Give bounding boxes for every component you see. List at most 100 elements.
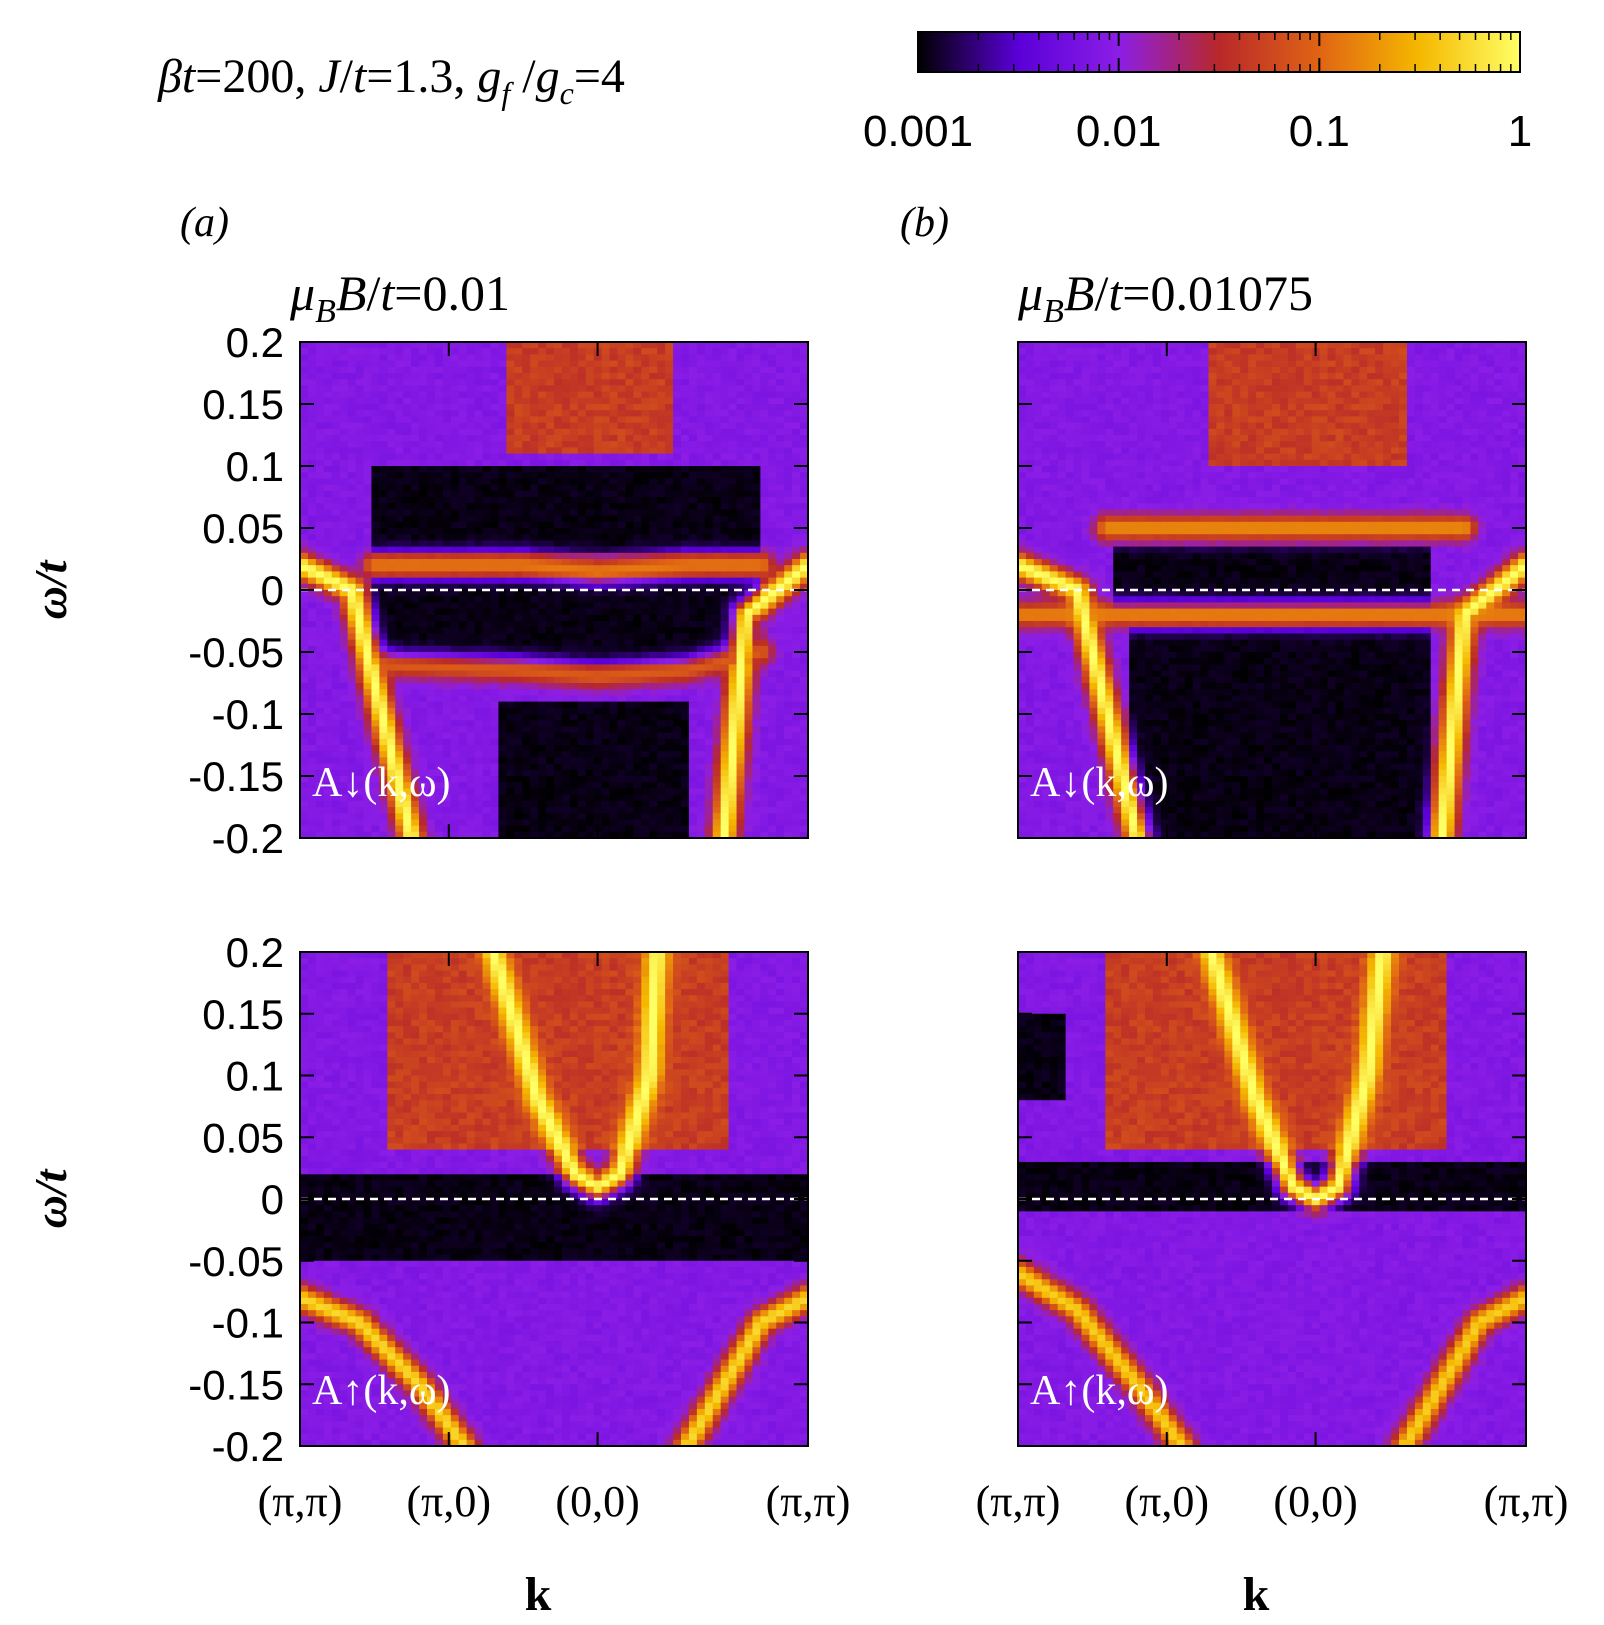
heatmap-cell	[530, 633, 539, 640]
heatmap-cell	[546, 522, 555, 529]
heatmap-cell	[522, 342, 531, 349]
heatmap-cell	[443, 379, 452, 386]
heatmap-cell	[451, 478, 460, 485]
heatmap-cell	[411, 379, 420, 386]
heatmap-cell	[522, 385, 531, 392]
heatmap-cell	[562, 658, 571, 665]
heatmap-cell	[451, 664, 460, 671]
heatmap-cell	[332, 547, 341, 554]
heatmap-cell	[316, 392, 325, 399]
heatmap-cell	[387, 633, 396, 640]
heatmap-cell	[506, 689, 515, 696]
heatmap-cell	[491, 454, 500, 461]
heatmap-cell	[300, 671, 309, 678]
heatmap-cell	[348, 379, 357, 386]
heatmap-cell	[467, 764, 476, 771]
heatmap-cell	[459, 826, 468, 833]
heatmap-cell	[451, 751, 460, 758]
heatmap-cell	[300, 540, 309, 547]
heatmap-cell	[316, 726, 325, 733]
heatmap-cell	[570, 528, 579, 535]
heatmap-cell	[340, 745, 349, 752]
heatmap-cell	[356, 379, 365, 386]
heatmap-cell	[324, 615, 333, 622]
heatmap-cell	[403, 695, 412, 702]
heatmap-cell	[459, 739, 468, 746]
heatmap-cell	[387, 627, 396, 634]
heatmap-cell	[387, 720, 396, 727]
heatmap-cell	[435, 348, 444, 355]
heatmap-cell	[530, 466, 539, 473]
heatmap-cell	[554, 646, 563, 653]
heatmap-cell	[467, 441, 476, 448]
heatmap-cell	[459, 677, 468, 684]
heatmap-cell	[451, 367, 460, 374]
heatmap-cell	[324, 348, 333, 355]
heatmap-cell	[371, 658, 380, 665]
heatmap-cell	[324, 664, 333, 671]
heatmap-cell	[475, 683, 484, 690]
heatmap-cell	[514, 578, 523, 585]
heatmap-cell	[371, 671, 380, 678]
heatmap-cell	[348, 367, 357, 374]
heatmap-cell	[371, 695, 380, 702]
heatmap-cell	[443, 429, 452, 436]
heatmap-cell	[562, 788, 571, 795]
heatmap-cell	[419, 559, 428, 566]
heatmap-cell	[570, 497, 579, 504]
heatmap-cell	[435, 528, 444, 535]
heatmap-cell	[371, 528, 380, 535]
heatmap-cell	[546, 733, 555, 740]
heatmap-cell	[387, 708, 396, 715]
heatmap-cell	[570, 454, 579, 461]
heatmap-cell	[340, 392, 349, 399]
heatmap-cell	[435, 410, 444, 417]
heatmap-cell	[514, 739, 523, 746]
heatmap-cell	[364, 528, 373, 535]
heatmap-cell	[364, 540, 373, 547]
heatmap-cell	[475, 466, 484, 473]
heatmap-cell	[340, 578, 349, 585]
heatmap-cell	[316, 571, 325, 578]
heatmap-cell	[467, 640, 476, 647]
heatmap-cell	[491, 385, 500, 392]
heatmap-cell	[459, 559, 468, 566]
heatmap-cell	[498, 571, 507, 578]
heatmap-cell	[427, 671, 436, 678]
heatmap-cell	[348, 652, 357, 659]
heatmap-cell	[514, 485, 523, 492]
heatmap-cell	[340, 565, 349, 572]
heatmap-cell	[419, 658, 428, 665]
heatmap-cell	[348, 702, 357, 709]
heatmap-cell	[498, 819, 507, 826]
heatmap-cell	[427, 410, 436, 417]
heatmap-cell	[435, 385, 444, 392]
heatmap-cell	[530, 491, 539, 498]
heatmap-cell	[443, 627, 452, 634]
heatmap-cell	[419, 739, 428, 746]
heatmap-cell	[300, 733, 309, 740]
heatmap-cell	[475, 776, 484, 783]
heatmap-cell	[483, 478, 492, 485]
heatmap-cell	[379, 392, 388, 399]
heatmap-cell	[308, 640, 317, 647]
heatmap-cell	[403, 398, 412, 405]
heatmap-cell	[395, 435, 404, 442]
heatmap-cell	[395, 354, 404, 361]
heatmap-cell	[459, 534, 468, 541]
heatmap-cell	[356, 491, 365, 498]
heatmap-cell	[443, 472, 452, 479]
heatmap-cell	[491, 819, 500, 826]
heatmap-cell	[506, 491, 515, 498]
heatmap-cell	[379, 553, 388, 560]
heatmap-cell	[332, 348, 341, 355]
heatmap-cell	[435, 429, 444, 436]
heatmap-cell	[387, 559, 396, 566]
heatmap-cell	[451, 720, 460, 727]
heatmap-cell	[514, 460, 523, 467]
heatmap-cell	[562, 826, 571, 833]
heatmap-cell	[451, 627, 460, 634]
header-title: βt=200, J/t=1.3, gf /gc=4	[157, 50, 625, 111]
heatmap-cell	[491, 559, 500, 566]
heatmap-cell	[522, 404, 531, 411]
